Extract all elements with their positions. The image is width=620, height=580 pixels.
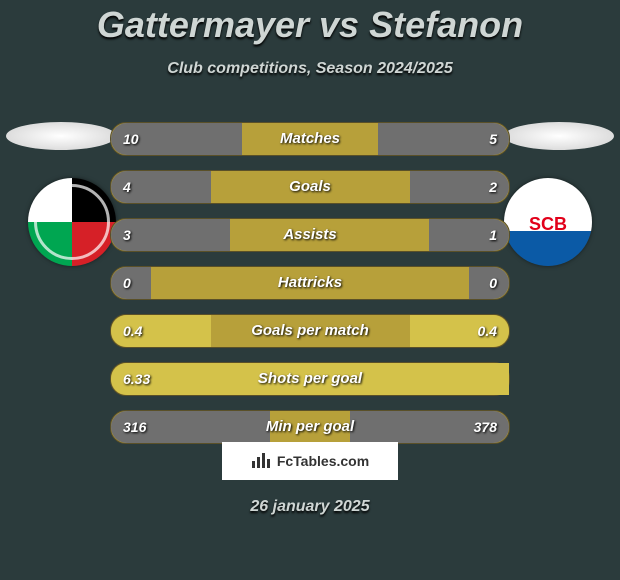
site-brand-text: FcTables.com bbox=[277, 453, 369, 469]
stat-row-goals-per-match: 0.40.4Goals per match bbox=[110, 314, 510, 348]
stat-row-hattricks: 00Hattricks bbox=[110, 266, 510, 300]
stat-label: Hattricks bbox=[111, 267, 509, 299]
club-badge-right-text: SCB bbox=[504, 214, 592, 235]
stat-label: Assists bbox=[111, 219, 509, 251]
stat-label: Matches bbox=[111, 123, 509, 155]
player-photo-right bbox=[504, 122, 614, 150]
stat-row-matches: 105Matches bbox=[110, 122, 510, 156]
bar-chart-icon bbox=[251, 453, 271, 469]
stat-row-min-per-goal: 316378Min per goal bbox=[110, 410, 510, 444]
stat-label: Goals bbox=[111, 171, 509, 203]
page-title: Gattermayer vs Stefanon bbox=[0, 4, 620, 46]
site-brand-tag[interactable]: FcTables.com bbox=[222, 442, 398, 480]
subtitle: Club competitions, Season 2024/2025 bbox=[0, 60, 620, 78]
stat-row-shots-per-goal: 6.33Shots per goal bbox=[110, 362, 510, 396]
player-photo-left bbox=[6, 122, 116, 150]
club-badge-left bbox=[28, 178, 116, 266]
stat-label: Goals per match bbox=[111, 315, 509, 347]
stat-row-goals: 42Goals bbox=[110, 170, 510, 204]
stats-panel: 105Matches 42Goals 31Assists 00Hattricks 0.4… bbox=[110, 122, 510, 458]
stat-row-assists: 31Assists bbox=[110, 218, 510, 252]
club-badge-right: SCB bbox=[504, 178, 592, 266]
stat-label: Min per goal bbox=[111, 411, 509, 443]
generated-date: 26 january 2025 bbox=[0, 498, 620, 516]
stat-label: Shots per goal bbox=[111, 363, 509, 395]
